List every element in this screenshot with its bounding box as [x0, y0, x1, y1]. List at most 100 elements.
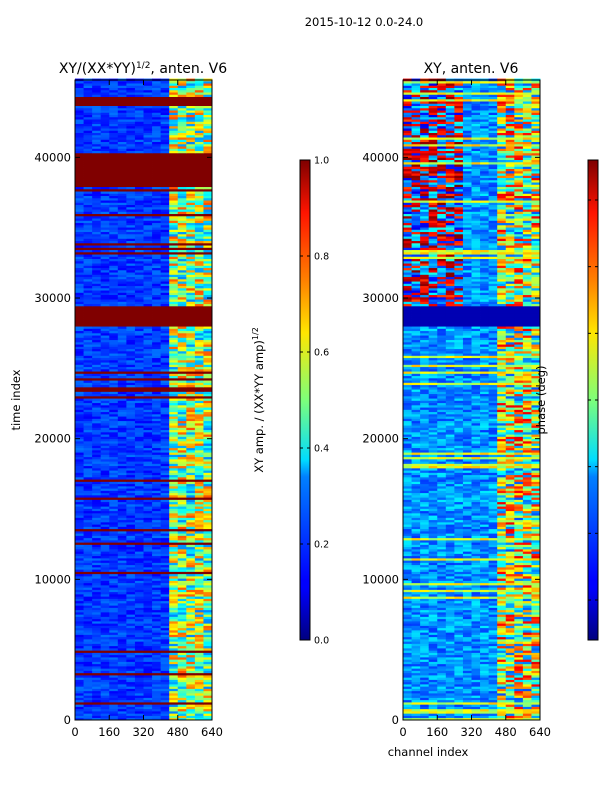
heatmap-cell — [134, 364, 144, 368]
heatmap-cell — [169, 497, 179, 500]
heatmap-cell — [522, 706, 532, 710]
heatmap-cell — [109, 650, 119, 653]
heatmap-cell — [160, 650, 170, 653]
heatmap-cell — [177, 656, 187, 660]
heatmap-cell — [152, 83, 162, 86]
heatmap-cell — [143, 380, 153, 383]
heatmap-cell — [186, 573, 196, 577]
heatmap-cell — [83, 591, 93, 595]
heatmap-cell — [143, 263, 153, 266]
heatmap-cell — [152, 515, 162, 518]
heatmap-cell — [152, 335, 162, 338]
heatmap-cell — [186, 582, 196, 586]
heatmap-cell — [100, 107, 110, 111]
heatmap-cell — [186, 368, 196, 372]
heatmap-cell — [169, 409, 179, 413]
heatmap-cell — [169, 479, 179, 482]
heatmap-cell — [177, 447, 187, 451]
heatmap-cell — [420, 715, 430, 719]
heatmap-cell — [92, 119, 102, 122]
heatmap-cell — [100, 530, 110, 534]
heatmap-cell — [203, 227, 213, 230]
heatmap-cell — [134, 256, 144, 260]
heatmap-cell — [160, 215, 170, 219]
heatmap-cell — [92, 454, 102, 458]
heatmap-cell — [100, 209, 110, 212]
heatmap-cell — [75, 328, 84, 332]
heatmap-cell — [152, 80, 162, 84]
heatmap-cell — [203, 605, 213, 608]
heatmap-cell — [92, 706, 102, 710]
heatmap-cell — [186, 251, 196, 255]
heatmap-cell — [117, 80, 127, 84]
heatmap-cell — [100, 173, 110, 176]
heatmap-cell — [134, 652, 144, 656]
heatmap-cell — [75, 265, 84, 269]
heatmap-cell — [75, 110, 84, 113]
heatmap-cell — [83, 467, 93, 471]
heatmap-cell — [160, 296, 170, 300]
heatmap-cell — [203, 420, 213, 424]
heatmap-cell — [75, 600, 84, 604]
heatmap-cell — [152, 564, 162, 568]
heatmap-cell — [160, 141, 170, 145]
heatmap-cell — [403, 688, 412, 692]
heatmap-cell — [152, 400, 162, 404]
heatmap-cell — [169, 321, 179, 325]
heatmap-cell — [186, 438, 196, 442]
heatmap-cell — [143, 638, 153, 642]
heatmap-cell — [177, 467, 187, 471]
heatmap-cell — [194, 467, 204, 471]
heatmap-cell — [75, 677, 84, 680]
heatmap-cell — [75, 695, 84, 698]
heatmap-cell — [92, 445, 102, 449]
heatmap-cell — [92, 697, 102, 701]
heatmap-cell — [75, 672, 84, 676]
heatmap-cell — [143, 80, 153, 84]
heatmap-cell — [83, 636, 93, 640]
heatmap-cell — [109, 359, 119, 363]
heatmap-cell — [126, 161, 136, 165]
heatmap-cell — [203, 344, 213, 347]
heatmap-cell — [117, 114, 127, 118]
heatmap-cell — [109, 236, 119, 239]
heatmap-cell — [203, 80, 213, 84]
heatmap-cell — [100, 344, 110, 347]
heatmap-cell — [109, 159, 119, 163]
heatmap-cell — [109, 537, 119, 541]
heatmap-cell — [420, 699, 430, 703]
heatmap-cell — [177, 323, 187, 327]
heatmap-cell — [411, 708, 421, 712]
heatmap-cell — [109, 499, 119, 503]
heatmap-cell — [83, 391, 93, 395]
heatmap-cell — [160, 470, 170, 473]
heatmap-cell — [203, 258, 213, 262]
heatmap-cell — [437, 701, 447, 705]
heatmap-cell — [186, 155, 196, 158]
heatmap-cell — [152, 490, 162, 494]
heatmap-cell — [134, 85, 144, 88]
heatmap-cell — [143, 276, 153, 280]
heatmap-cell — [169, 195, 179, 199]
heatmap-cell — [75, 380, 84, 383]
heatmap-cell — [169, 436, 179, 440]
heatmap-cell — [75, 542, 84, 545]
heatmap-cell — [522, 708, 532, 712]
heatmap-cell — [152, 452, 162, 455]
heatmap-cell — [160, 524, 170, 527]
heatmap-cell — [169, 434, 179, 437]
heatmap-cell — [203, 467, 213, 471]
heatmap-cell — [454, 715, 464, 719]
heatmap-cell — [134, 708, 144, 712]
heatmap-cell — [403, 710, 412, 714]
heatmap-cell — [152, 141, 162, 145]
heatmap-cell — [177, 668, 187, 671]
amplitude-y-tick-label: 40000 — [34, 150, 71, 164]
heatmap-cell — [160, 461, 170, 464]
heatmap-cell — [134, 715, 144, 719]
heatmap-cell — [143, 656, 153, 660]
heatmap-cell — [186, 175, 196, 179]
heatmap-cell — [160, 353, 170, 356]
heatmap-cell — [100, 695, 110, 698]
heatmap-cell — [169, 463, 179, 467]
